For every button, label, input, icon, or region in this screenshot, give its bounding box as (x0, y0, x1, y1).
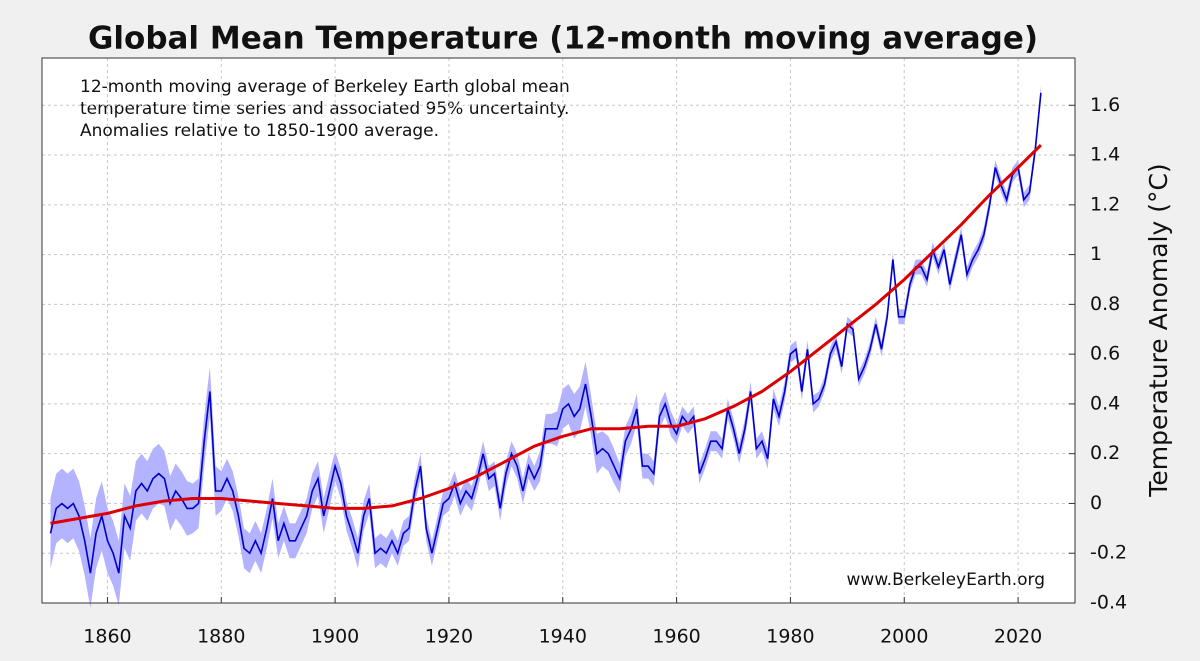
y-tick-label: 1.6 (1090, 94, 1120, 116)
y-axis-label: Temperature Anomaly (°C) (1144, 163, 1173, 497)
x-tick-label: 1900 (311, 626, 359, 648)
x-tick-label: 1860 (83, 626, 131, 648)
x-tick-label: 2000 (880, 626, 928, 648)
x-tick-label: 1880 (197, 626, 245, 648)
x-tick-label: 2020 (994, 626, 1042, 648)
y-tick-label: -0.4 (1090, 592, 1127, 614)
trend-line (50, 144, 1042, 525)
x-tick-label: 1980 (766, 626, 814, 648)
series-line (49, 92, 1042, 574)
chart-title: Global Mean Temperature (12-month moving… (88, 21, 1038, 57)
annotation: Anomalies relative to 1850-1900 average. (80, 121, 439, 141)
annotation: 12-month moving average of Berkeley Eart… (80, 77, 570, 97)
x-tick-label: 1920 (425, 626, 473, 648)
annotation: temperature time series and associated 9… (80, 99, 569, 119)
x-tick-label: 1960 (652, 626, 700, 648)
y-tick-label: 1.2 (1090, 193, 1120, 215)
source: www.BerkeleyEarth.org (847, 570, 1045, 590)
y-tick-label: 0.6 (1090, 343, 1120, 365)
plot-area (42, 58, 1075, 603)
y-tick-label: 0.2 (1090, 442, 1120, 464)
y-tick-label: -0.2 (1090, 542, 1127, 564)
y-tick-label: 0 (1090, 492, 1102, 514)
y-tick-label: 0.8 (1090, 293, 1120, 315)
y-tick-label: 1.4 (1090, 144, 1120, 166)
x-tick-label: 1940 (539, 626, 587, 648)
plot-frame (41, 57, 1076, 604)
y-tick-label: 0.4 (1090, 392, 1120, 414)
y-tick-label: 1 (1090, 243, 1102, 265)
